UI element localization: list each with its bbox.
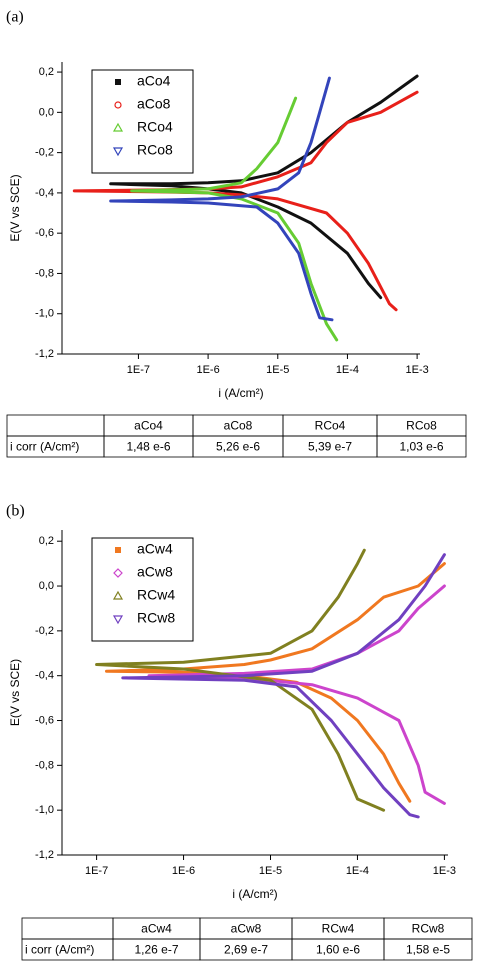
y-tick-label: -0,8 (35, 759, 54, 771)
y-tick-label: -0,4 (35, 670, 54, 682)
series-line (109, 74, 419, 300)
y-tick-label: 0,0 (39, 106, 54, 118)
column-header: aCw4 (141, 922, 172, 936)
column-header: aCw8 (231, 922, 262, 936)
table-cell (383, 938, 473, 961)
legend-marker (112, 615, 124, 625)
x-tick-label: 1E-4 (346, 865, 369, 877)
table: aCw4 1,26 e-7 aCw8 2,69 e-7 RCw4 1,60 e-6 RCw8… (21, 917, 473, 961)
table-value: 1,26 e-7 (134, 943, 178, 957)
table-value: 5,26 e-6 (216, 440, 260, 454)
column-header: aCo4 (134, 419, 163, 433)
x-tick-label: 1E-7 (127, 364, 150, 376)
series-line (72, 90, 419, 312)
table-cell (6, 414, 105, 437)
table-value: 1,03 e-6 (399, 440, 443, 454)
table-cell (21, 917, 114, 940)
legend-marker (112, 122, 124, 132)
table-value: 1,60 e-6 (316, 943, 360, 957)
panel-label: (b) (6, 503, 25, 520)
legend-marker (112, 147, 124, 157)
y-tick-label: -1,0 (35, 308, 54, 320)
chart: 0,2 0,0 -0,2 -0,4 -0,6 -0,8 -1,0 -1,2 1E-7 1E-6 1E… (8, 62, 429, 400)
y-tick-label: -0,2 (35, 147, 54, 159)
panel: (b) 0,2 0,0 -0,2 -0,4 -0,6 -0,8 -1,0 -1,2 1E-7 1E-… (6, 503, 473, 961)
column-header: aCo8 (224, 419, 253, 433)
x-axis-label: i (A/cm²) (218, 386, 263, 400)
x-tick-label: 1E-4 (336, 364, 359, 376)
series-line (121, 553, 446, 819)
table-cell (376, 435, 467, 458)
y-tick-label: 0,2 (39, 66, 54, 78)
x-tick-label: 1E-3 (405, 364, 428, 376)
legend-box (91, 69, 194, 174)
y-tick-label: 0,2 (39, 535, 54, 547)
series-line (109, 76, 334, 322)
legend-label: aCo8 (137, 96, 171, 112)
y-tick-label: 0,0 (39, 580, 54, 592)
legend-box (91, 537, 194, 642)
legend: aCw4 aCw8 RCw4 RCw8 (91, 537, 194, 642)
y-axis-label: E(V vs SCE) (8, 659, 22, 726)
x-tick-label: 1E-5 (259, 865, 282, 877)
legend-label: RCo8 (137, 142, 173, 158)
table-value: 2,69 e-7 (224, 943, 268, 957)
table-value: 5,39 e-7 (308, 440, 352, 454)
x-tick-label: 1E-6 (172, 865, 195, 877)
y-tick-label: -1,2 (35, 348, 54, 360)
legend: aCo4 aCo8 RCo4 RCo8 (91, 69, 194, 174)
column-header: RCo4 (315, 419, 346, 433)
y-tick-label: -0,8 (35, 267, 54, 279)
legend-marker (113, 568, 123, 578)
legend-label: aCo4 (137, 73, 171, 89)
y-tick-label: -1,0 (35, 804, 54, 816)
table-value: 1,48 e-6 (126, 440, 170, 454)
row-label: i corr (A/cm²) (10, 440, 79, 454)
column-header: RCw4 (322, 922, 355, 936)
x-tick-label: 1E-7 (85, 865, 108, 877)
x-tick-label: 1E-6 (196, 364, 219, 376)
y-tick-label: -0,6 (35, 714, 54, 726)
legend-label: RCw8 (137, 610, 175, 626)
legend-marker (114, 101, 122, 109)
series-line (105, 562, 446, 803)
y-tick-label: -0,2 (35, 625, 54, 637)
legend-label: aCw8 (137, 564, 173, 580)
row-label: i corr (A/cm²) (25, 943, 94, 957)
table-value: 1,58 e-5 (406, 943, 450, 957)
x-tick-label: 1E-3 (433, 865, 456, 877)
legend-marker (115, 79, 121, 85)
panel: (a) 0,2 0,0 -0,2 -0,4 -0,6 -0,8 -1,0 -1,2 1E-7 1E-… (6, 9, 467, 458)
x-axis-label: i (A/cm²) (232, 887, 277, 901)
legend-label: RCw4 (137, 587, 175, 603)
legend-label: RCo4 (137, 119, 173, 135)
column-header: RCw8 (412, 922, 445, 936)
y-tick-label: -1,2 (35, 849, 54, 861)
table: aCo4 1,48 e-6 aCo8 5,26 e-6 RCo4 5,39 e-7 RCo8… (6, 414, 467, 458)
y-tick-label: -0,6 (35, 227, 54, 239)
column-header: RCo8 (406, 419, 437, 433)
chart: 0,2 0,0 -0,2 -0,4 -0,6 -0,8 -1,0 -1,2 1E-7 1E-6 1E… (8, 530, 456, 901)
panel-label: (a) (6, 9, 24, 26)
series-line (95, 548, 386, 812)
legend-marker (115, 547, 121, 553)
x-tick-label: 1E-5 (266, 364, 289, 376)
y-tick-label: -0,4 (35, 187, 54, 199)
legend-marker (112, 590, 124, 600)
y-axis-label: E(V vs SCE) (8, 174, 22, 241)
series-line (130, 96, 339, 342)
legend-label: aCw4 (137, 541, 173, 557)
